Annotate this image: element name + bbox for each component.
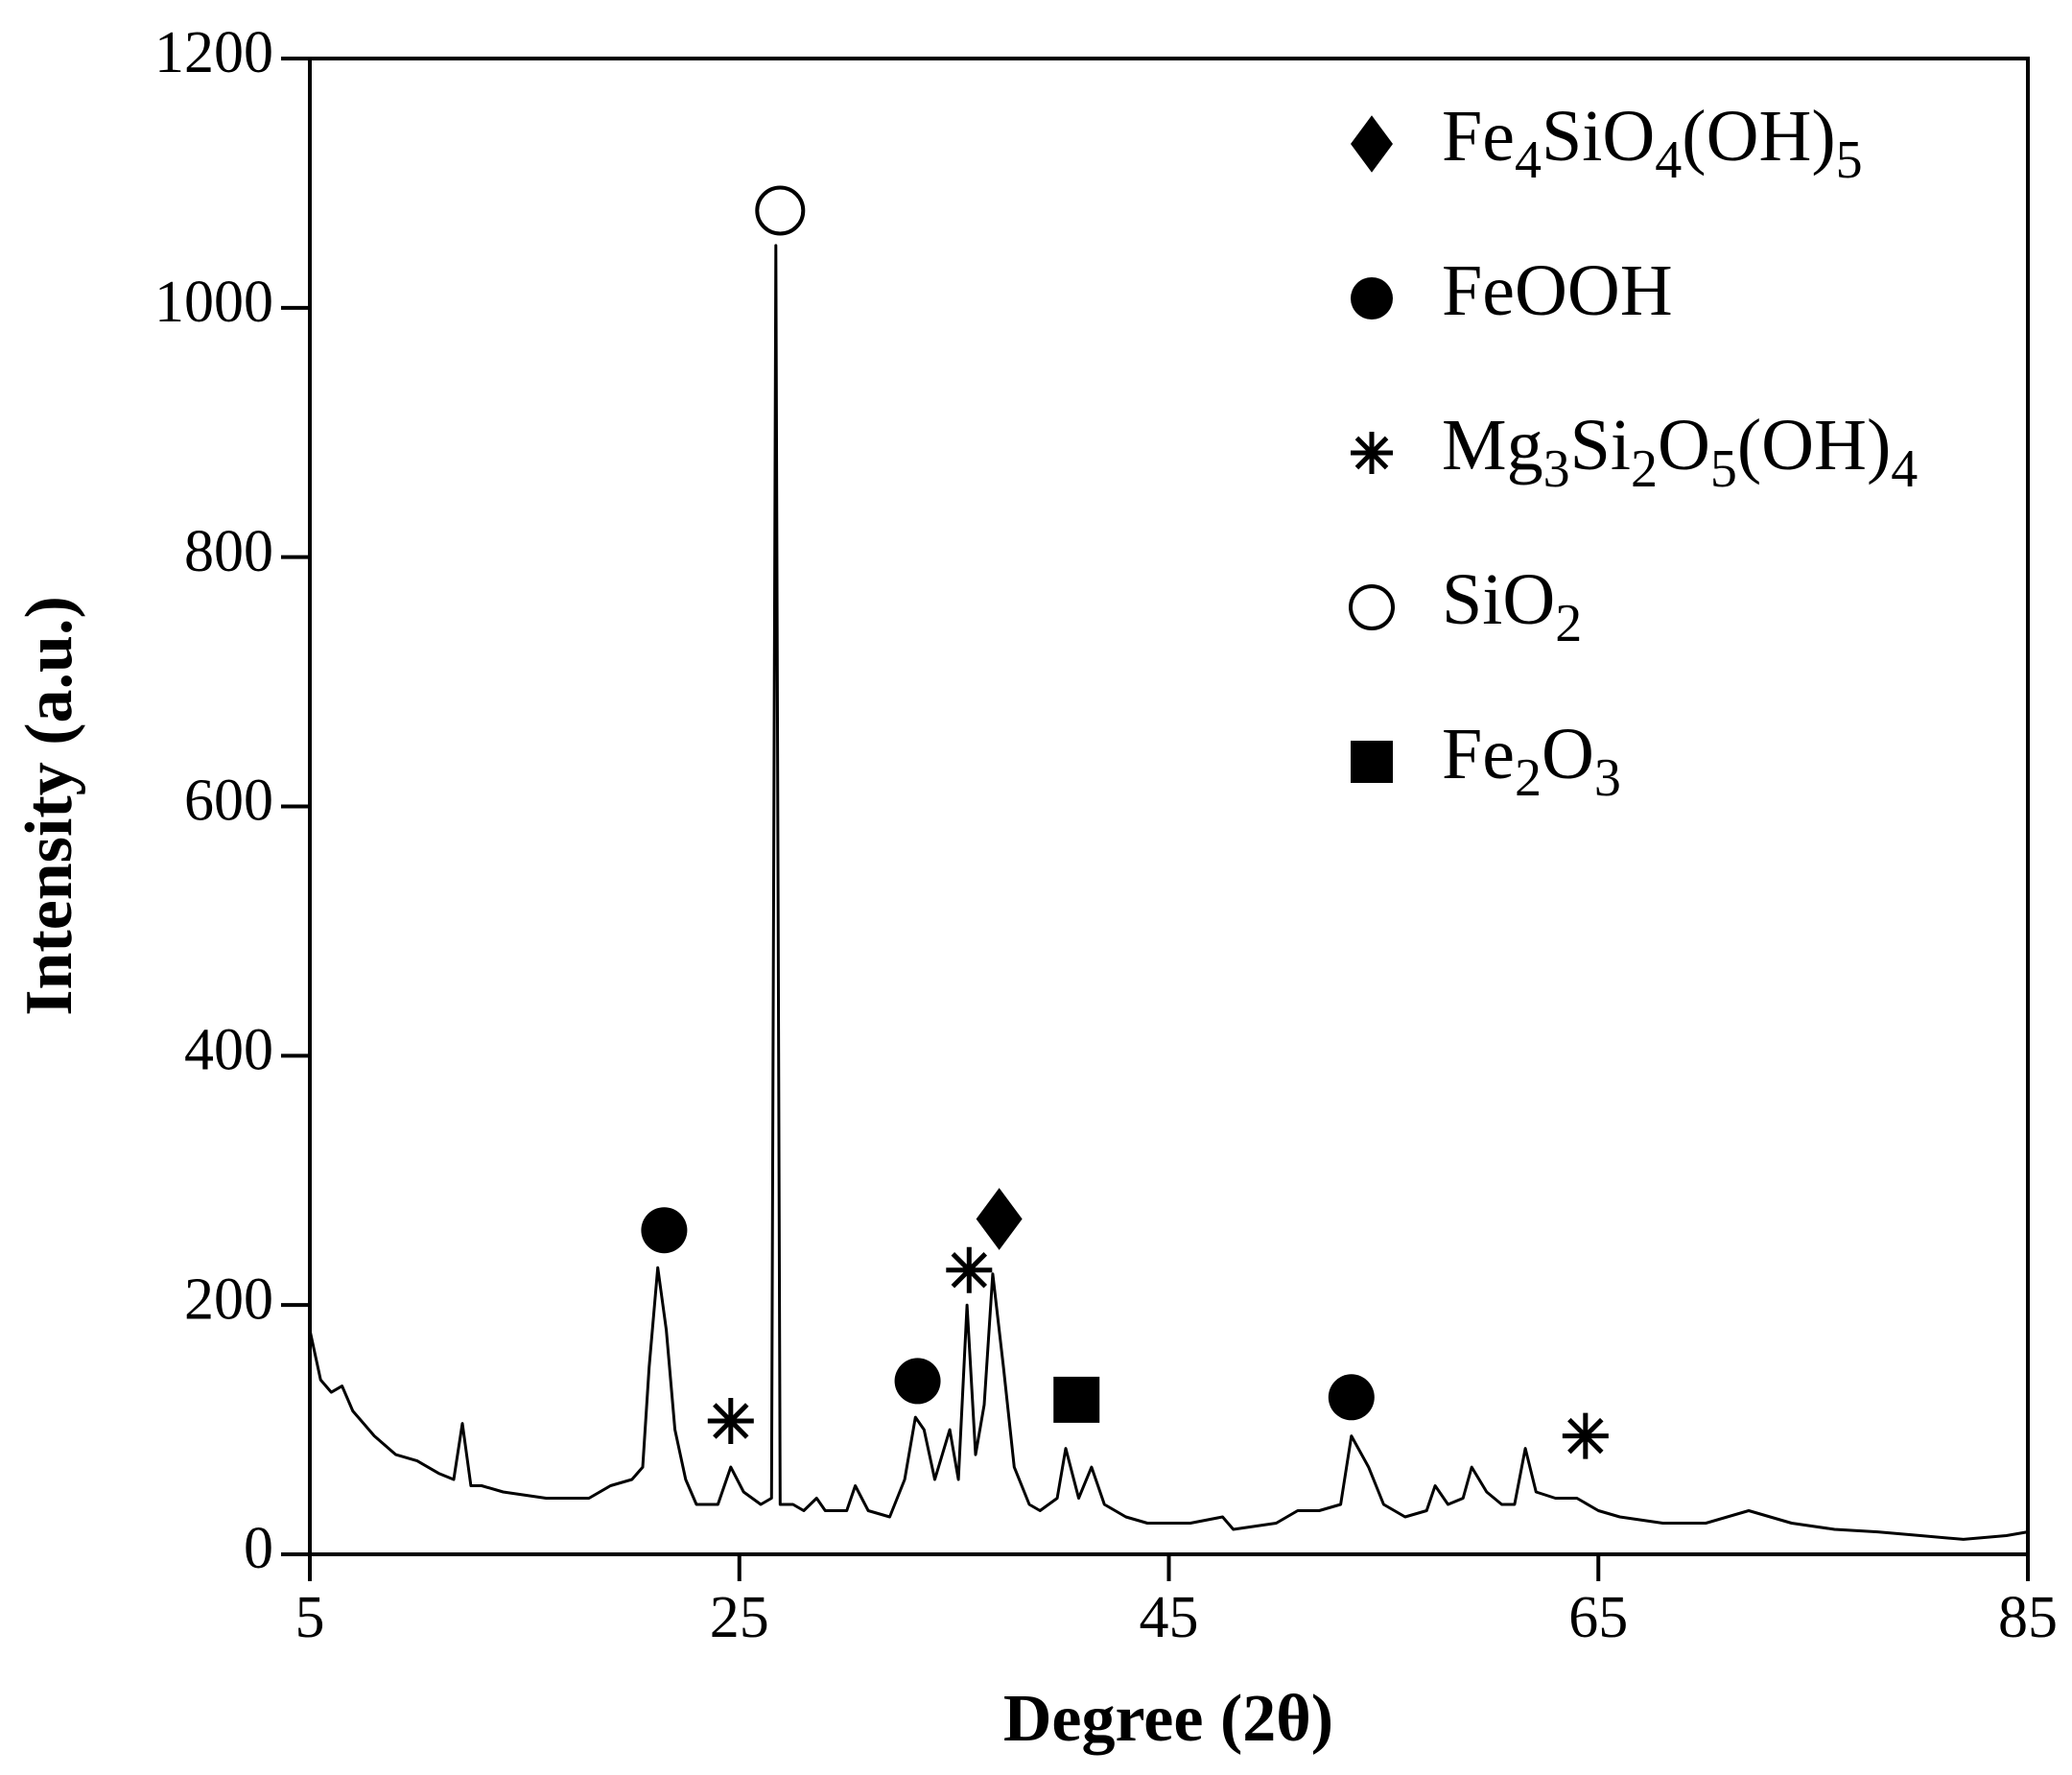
marker-open-circle — [1349, 584, 1395, 630]
x-tick-label: 85 — [1998, 1585, 2058, 1650]
y-axis-title: Intensity (a.u.) — [12, 596, 86, 1016]
legend-label: SiO2 — [1442, 559, 1582, 652]
x-axis-title: Degree (2θ) — [1003, 1682, 1333, 1756]
marker-star — [946, 1246, 993, 1293]
marker-circle — [894, 1358, 941, 1405]
y-tick-label: 400 — [184, 1018, 273, 1083]
plot-frame — [308, 57, 2030, 1556]
xrd-line — [308, 244, 2029, 1541]
legend-label: FeOOH — [1442, 250, 1673, 331]
y-tick-label: 0 — [244, 1516, 273, 1581]
x-tick-label: 65 — [1568, 1585, 1628, 1650]
x-tick-label: 5 — [295, 1585, 325, 1650]
marker-circle — [641, 1207, 688, 1254]
y-tick-label: 600 — [184, 769, 273, 834]
y-tick-label: 1000 — [154, 270, 273, 335]
marker-star — [1351, 432, 1393, 474]
legend-label: Fe2O3 — [1442, 714, 1621, 807]
marker-star — [707, 1397, 754, 1444]
marker-star — [1562, 1412, 1609, 1459]
x-tick-label: 45 — [1140, 1585, 1199, 1650]
marker-open-circle — [755, 185, 806, 236]
marker-circle — [1328, 1374, 1375, 1421]
marker-square — [1351, 741, 1393, 783]
x-tick-label: 25 — [710, 1585, 769, 1650]
legend-label: Fe4SiO4(OH)5 — [1442, 96, 1863, 189]
marker-circle — [1351, 277, 1393, 320]
marker-square — [1053, 1376, 1100, 1423]
legend-label: Mg3Si2O5(OH)4 — [1442, 405, 1918, 498]
y-tick-label: 1200 — [154, 20, 273, 85]
marker-diamond — [1351, 115, 1393, 173]
marker-diamond — [976, 1188, 1023, 1250]
y-tick-label: 800 — [184, 519, 273, 584]
y-tick-label: 200 — [184, 1266, 273, 1332]
